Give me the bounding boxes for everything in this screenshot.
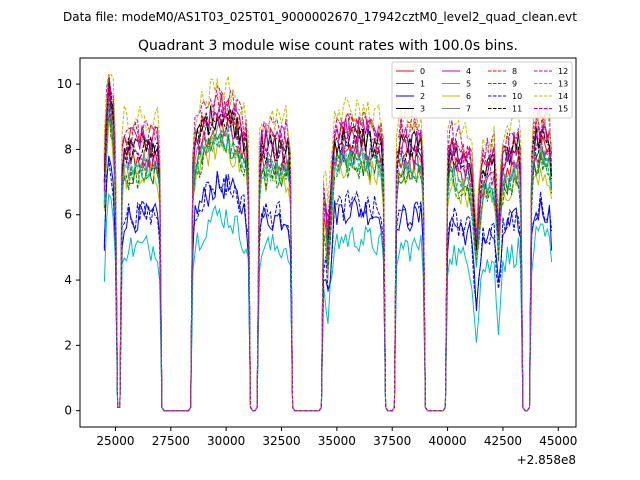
series-line-1 [103,112,553,412]
x-tick-label: 37500 [373,434,411,448]
chart-suptitle: Data file: modeM0/AS1T03_025T01_90000026… [63,10,577,24]
y-tick-label: 6 [64,208,72,222]
x-tick-label: 32500 [262,434,300,448]
legend-label-6: 6 [466,92,471,101]
plot-frame [79,57,577,428]
legend-label-14: 14 [558,92,568,101]
x-axis-offset-label: +2.858e8 [517,453,576,467]
x-tick-label: 35000 [318,434,356,448]
x-tick-label: 25000 [96,434,134,448]
legend-label-12: 12 [558,67,568,76]
legend-label-2: 2 [420,92,425,101]
x-tick-label: 45000 [539,434,577,448]
y-tick-label: 2 [64,338,72,352]
y-tick-label: 4 [64,273,72,287]
legend-label-10: 10 [512,92,522,101]
legend-label-0: 0 [420,67,425,76]
plot-lines [103,73,553,412]
legend-label-11: 11 [512,105,522,114]
chart-title: Quadrant 3 module wise count rates with … [138,38,518,54]
x-axis: 25000 27500 30000 32500 35000 37500 40000 42500… [96,427,577,448]
y-tick-label: 8 [64,142,72,156]
legend-label-7: 7 [466,105,471,114]
x-tick-label: 42500 [484,434,522,448]
legend-label-8: 8 [512,67,517,76]
x-tick-label: 40000 [428,434,466,448]
x-tick-label: 30000 [207,434,245,448]
legend-box [391,61,573,119]
legend-label-9: 9 [512,80,517,89]
y-tick-label: 10 [57,77,72,91]
y-tick-label: 0 [64,404,72,418]
legend-label-3: 3 [420,105,425,114]
legend-label-5: 5 [466,80,471,89]
legend-label-1: 1 [420,80,425,89]
legend-label-15: 15 [558,105,568,114]
series-line-15 [103,88,553,412]
x-tick-label: 27500 [152,434,190,448]
legend-label-13: 13 [558,80,568,89]
legend-label-4: 4 [466,67,471,76]
y-axis: 0 2 4 6 8 10 [57,77,80,418]
